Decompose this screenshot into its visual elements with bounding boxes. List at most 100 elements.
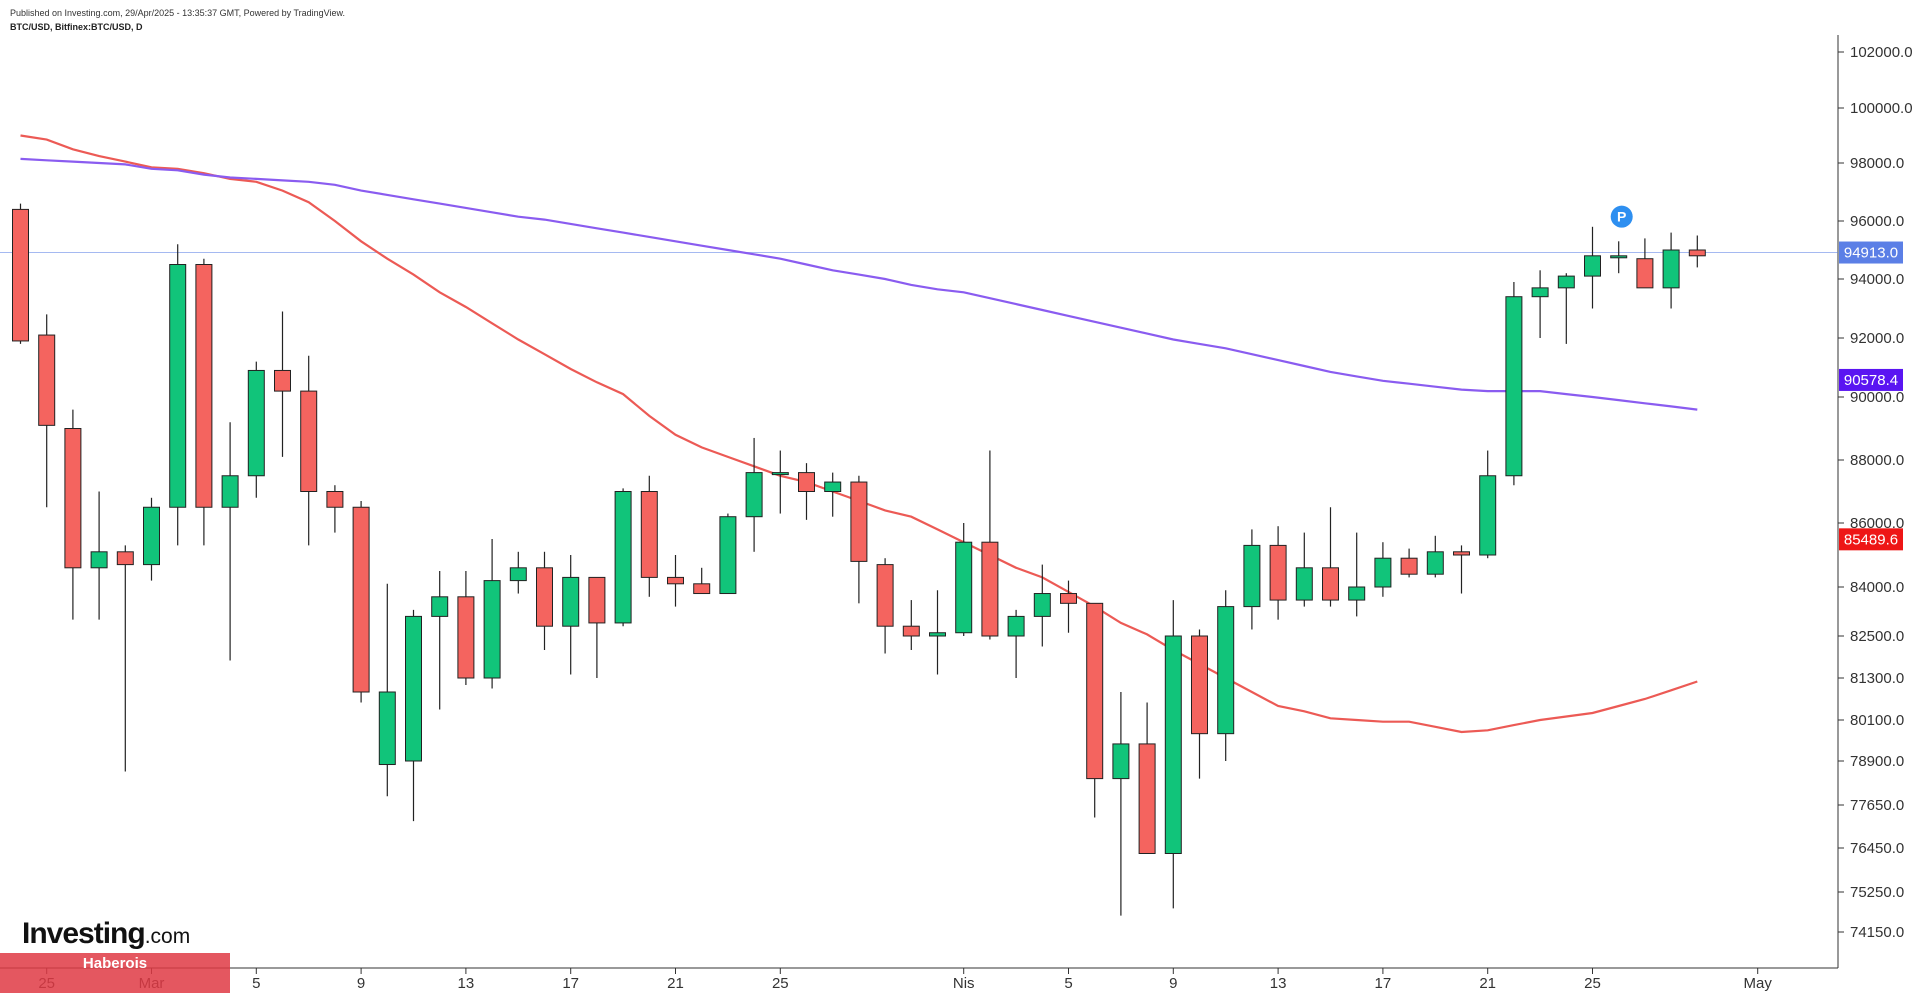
candle-body (1662, 249, 1680, 289)
price-tick-label: 102000.0 (1850, 44, 1913, 61)
price-tags: 94913.0 90578.4 85489.6 (1839, 241, 1903, 551)
price-tick-label: 94000.0 (1850, 271, 1904, 288)
price-tick-label: 96000.0 (1850, 213, 1904, 230)
price-tick-label: 86000.0 (1850, 515, 1904, 532)
time-tick-label: 21 (667, 975, 684, 992)
candle (693, 567, 711, 595)
candle (771, 450, 789, 514)
candle-body (1453, 551, 1470, 556)
candles: P (12, 203, 1706, 916)
candle (116, 545, 134, 772)
candle-body (1269, 544, 1287, 601)
candle-body (1164, 635, 1182, 854)
candle (1374, 542, 1392, 597)
candle (352, 500, 370, 703)
price-tick-label: 98000.0 (1850, 155, 1904, 172)
candle (1007, 609, 1025, 678)
candle (143, 497, 160, 581)
candle-body (457, 596, 475, 679)
candle-body (798, 472, 815, 493)
time-tick-label: Nis (953, 975, 975, 992)
candle (431, 571, 449, 710)
candle-body (1348, 586, 1366, 601)
candle-body (90, 551, 108, 569)
candle-body (1610, 255, 1628, 259)
candle-body (1688, 249, 1706, 257)
candle (1453, 545, 1470, 594)
candle (929, 590, 946, 675)
candle (64, 409, 82, 620)
price-tick-label: 80100.0 (1850, 712, 1904, 729)
candle-body (300, 390, 318, 493)
candle-body (1033, 593, 1051, 617)
price-tag (1839, 368, 1903, 391)
candle (1243, 529, 1261, 630)
event-marker[interactable] (1610, 205, 1633, 228)
time-tick-label: 13 (458, 975, 475, 992)
candle-body (1295, 567, 1313, 601)
price-tick-label: 81300.0 (1850, 670, 1904, 687)
chart-header: Published on Investing.com, 29/Apr/2025 … (10, 6, 345, 34)
candle-body (352, 506, 370, 693)
candle-body (1557, 275, 1575, 289)
candle (981, 450, 999, 640)
price-tag-label: 90578.4 (1844, 372, 1898, 389)
candle-body (719, 516, 737, 595)
candle-body (929, 632, 946, 637)
candle-body (588, 576, 606, 624)
candle-body (850, 481, 868, 562)
candle (614, 488, 632, 627)
candle (1138, 702, 1156, 855)
candle (38, 314, 56, 508)
candle-body (536, 567, 553, 627)
candle (169, 244, 187, 546)
candle-body (1636, 258, 1654, 289)
candle-body (116, 551, 134, 566)
candle-body (981, 541, 999, 637)
candle-body (483, 580, 501, 679)
price-tick-label: 78900.0 (1850, 753, 1904, 770)
candle-body (1086, 602, 1104, 780)
candle-body (1479, 475, 1497, 556)
time-tick-label: 5 (1064, 975, 1072, 992)
candle-body (1007, 615, 1025, 637)
candle-body (824, 481, 842, 492)
candle (1479, 450, 1497, 559)
candle-body (771, 472, 789, 476)
candle (955, 523, 973, 636)
candle-body (38, 334, 56, 426)
candle (221, 422, 239, 661)
candle-body (509, 567, 527, 582)
candle-body (378, 691, 396, 766)
candle-body (12, 208, 29, 342)
moving-averages (20, 134, 1698, 734)
logo-suffix: .com (144, 925, 191, 948)
candle (1217, 590, 1235, 761)
candle (1636, 238, 1654, 289)
time-tick-label: May (1744, 975, 1773, 992)
candle (562, 555, 580, 675)
event-marker-label: P (1617, 209, 1626, 225)
candle (719, 513, 737, 595)
ma50-line (20, 134, 1698, 734)
candle-body (326, 491, 344, 508)
candle (274, 311, 291, 457)
price-tick-label: 84000.0 (1850, 579, 1904, 596)
price-tick-label: 92000.0 (1850, 330, 1904, 347)
candle (1112, 692, 1130, 916)
price-tick-label: 76450.0 (1850, 840, 1904, 857)
candle (1584, 226, 1601, 309)
candle-body (195, 264, 213, 508)
candle (1400, 548, 1418, 578)
candle-body (693, 583, 711, 595)
logo-main: Investing (22, 917, 146, 950)
candle-body (876, 564, 894, 627)
candle (798, 463, 815, 520)
candle-body (169, 264, 187, 508)
candle-body (614, 491, 632, 624)
candle (1322, 507, 1339, 607)
candle-body (1243, 544, 1261, 608)
price-tick-label: 90000.0 (1850, 389, 1904, 406)
candle (1060, 580, 1077, 633)
